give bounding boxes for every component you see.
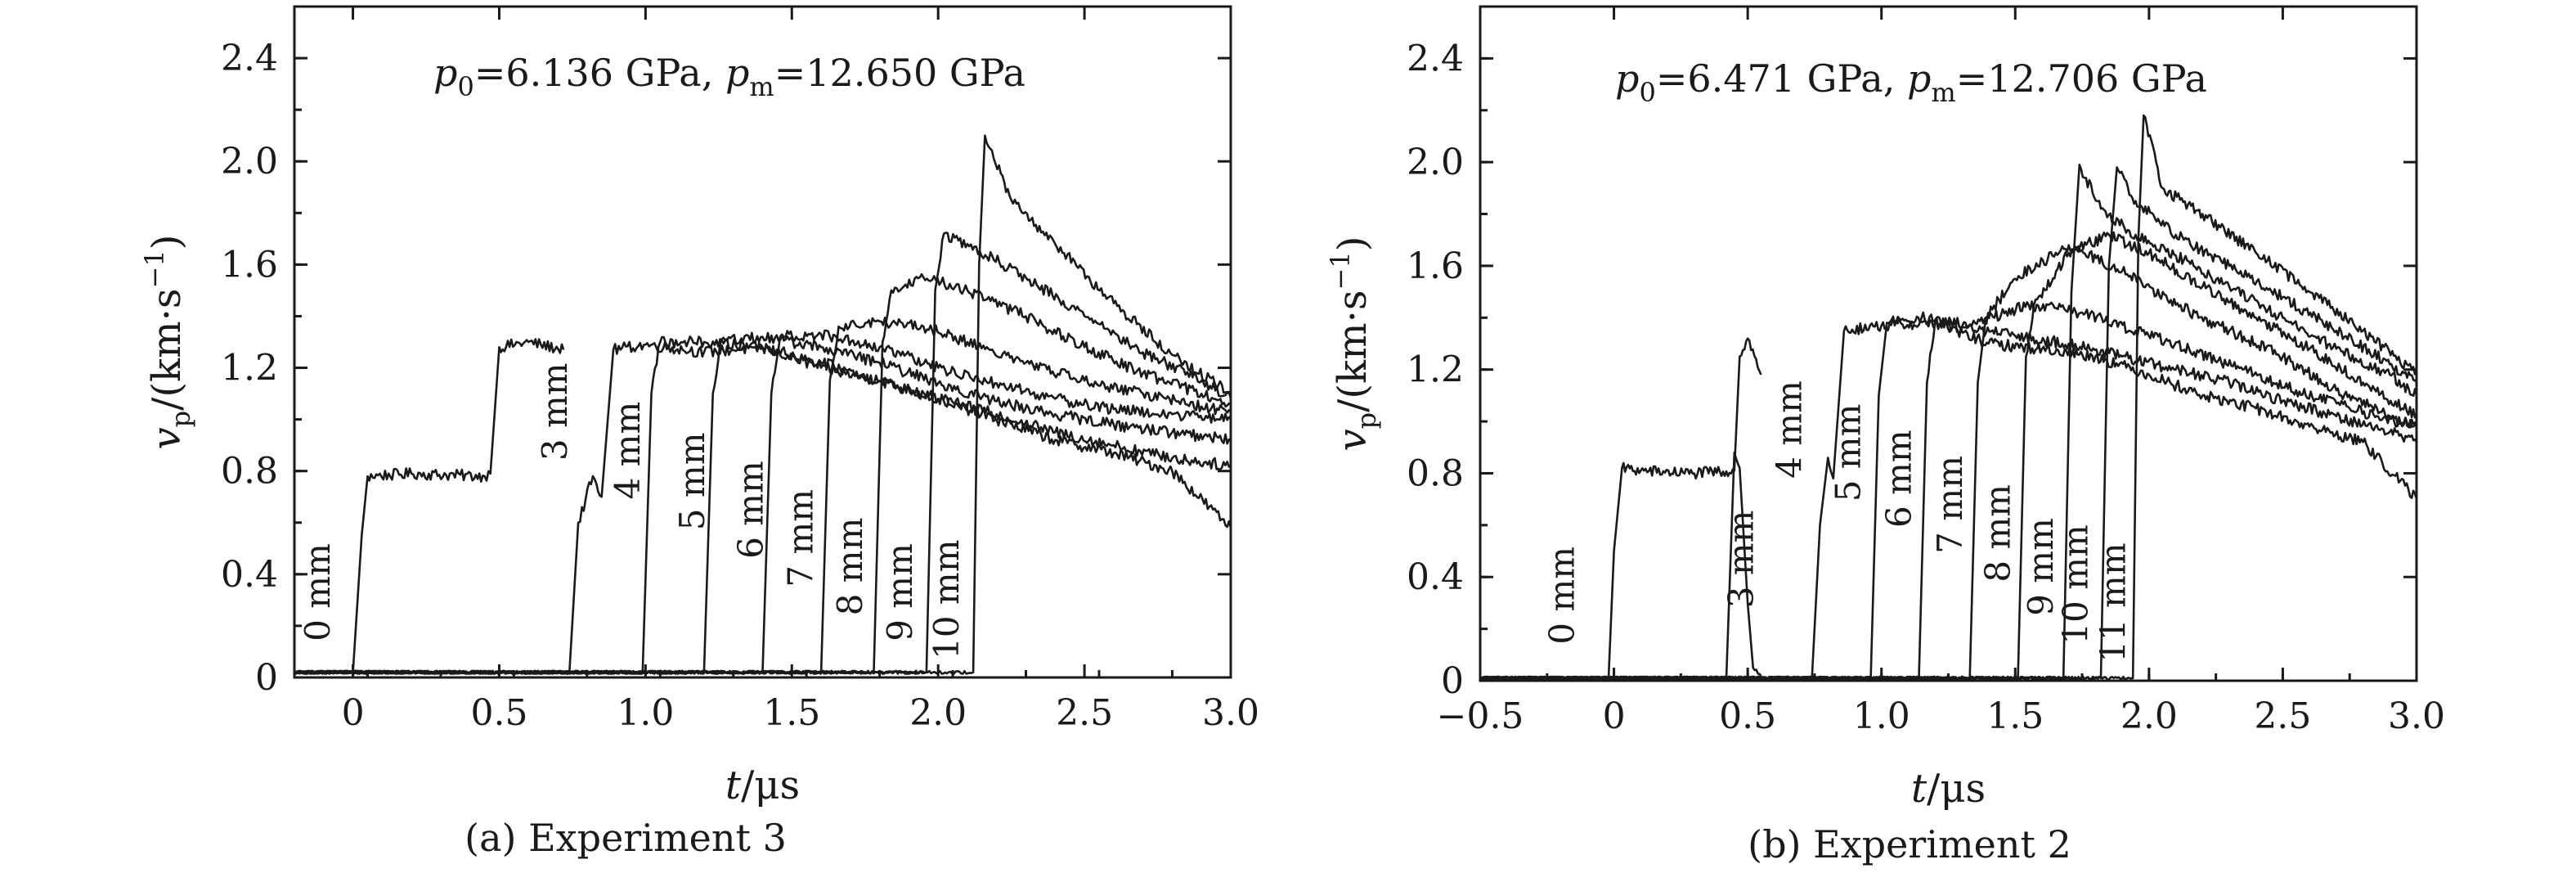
p0-subscript: 0 xyxy=(1639,77,1655,108)
x-tick-label: 1.5 xyxy=(1986,695,2044,737)
series-line-9mm xyxy=(294,232,1232,675)
y-axis-symbol: v xyxy=(1330,429,1376,451)
gauge-label: 4 mm xyxy=(608,402,648,500)
y-axis-subscript: p xyxy=(1351,412,1382,429)
x-tick-label: 0.5 xyxy=(1719,695,1776,737)
y-axis-label: vp/(km·s−1) xyxy=(1325,236,1382,452)
gauge-label: 8 mm xyxy=(1978,484,2018,583)
x-tick-label: 2.5 xyxy=(2254,695,2311,737)
x-axis-label: t/μs xyxy=(1911,766,1986,812)
x-axis-unit: /μs xyxy=(1927,766,1986,812)
y-axis-unit-pre: /(km·s xyxy=(144,288,190,410)
series-line-10mm xyxy=(1479,166,2418,681)
y-tick-label: 2.4 xyxy=(1407,38,1464,79)
gauge-label: 10 mm xyxy=(927,539,967,659)
p0-value: =6.471 GPa, xyxy=(1656,56,1907,101)
pm-subscript: m xyxy=(749,71,774,102)
p0-subscript: 0 xyxy=(457,71,473,102)
y-tick-label: 2.4 xyxy=(221,38,278,79)
x-tick-label: 2.0 xyxy=(909,692,967,734)
series-line-11mm xyxy=(1479,114,2417,681)
x-tick-label: 1.5 xyxy=(763,692,820,734)
y-tick-label: 0 xyxy=(255,657,278,699)
x-axis-label: t/μs xyxy=(725,763,800,808)
gauge-label: 6 mm xyxy=(731,461,771,559)
gauge-label: 9 mm xyxy=(2021,518,2061,616)
y-axis-unit-pre: /(km·s xyxy=(1330,290,1376,412)
gauge-label: 7 mm xyxy=(1930,456,1970,554)
x-tick-label: 1.0 xyxy=(1853,695,1910,737)
x-tick-label: 0.5 xyxy=(470,692,527,734)
y-axis-unit-post: ) xyxy=(144,235,190,250)
y-tick-label: 1.2 xyxy=(221,348,278,389)
gauge-label: 11 mm xyxy=(2093,542,2133,662)
y-tick-label: 0.4 xyxy=(221,554,278,596)
y-tick-label: 1.6 xyxy=(221,244,278,286)
y-tick-label: 0.8 xyxy=(1407,452,1464,494)
gauge-label: 5 mm xyxy=(672,432,712,530)
gauge-label: 5 mm xyxy=(1829,404,1869,502)
pm-symbol: p xyxy=(1907,56,1931,101)
pm-value: =12.706 GPa xyxy=(1956,56,2207,101)
pressure-annotation: p0=6.471 GPa, pm=12.706 GPa xyxy=(1615,56,2207,108)
y-axis-symbol: v xyxy=(144,427,190,449)
panel-caption: (b) Experiment 2 xyxy=(1748,822,2071,866)
x-tick-label: 1.0 xyxy=(617,692,674,734)
gauge-label: 9 mm xyxy=(880,543,920,641)
pm-subscript: m xyxy=(1931,77,1955,108)
x-axis-unit: /μs xyxy=(741,763,800,808)
series-line-0mm xyxy=(1479,337,1762,681)
x-tick-label: 0 xyxy=(342,692,365,734)
pm-value: =12.650 GPa xyxy=(774,51,1025,95)
plot-frame xyxy=(293,5,1232,679)
x-tick-label: 2.5 xyxy=(1056,692,1113,734)
y-axis-unit-post: ) xyxy=(1330,236,1376,252)
pressure-annotation: p0=6.136 GPa, pm=12.650 GPa xyxy=(433,51,1025,102)
y-axis-label: vp/(km·s−1) xyxy=(139,235,196,450)
p0-symbol: p xyxy=(1615,56,1639,101)
x-tick-label: 3.0 xyxy=(1202,692,1259,734)
gauge-label: 8 mm xyxy=(830,518,870,616)
series-line-9mm xyxy=(1479,164,2418,681)
x-axis-symbol: t xyxy=(1911,766,1928,812)
gauge-label: 0 mm xyxy=(1542,547,1582,645)
x-tick-label: −0.5 xyxy=(1437,695,1524,737)
y-tick-label: 2.0 xyxy=(221,141,278,182)
series-line-10mm xyxy=(294,134,1232,675)
y-axis-subscript: p xyxy=(165,411,196,427)
x-tick-label: 2.0 xyxy=(2120,695,2178,737)
gauge-label: 0 mm xyxy=(298,543,338,641)
x-tick-label: 0 xyxy=(1603,695,1626,737)
panel-b: −0.5 0 0.5 1.0 1.5 2.0 2.5 3.000.40.81.21.62.02… xyxy=(1325,5,2445,866)
gauge-label: 4 mm xyxy=(1770,380,1810,479)
y-tick-label: 1.2 xyxy=(1407,349,1464,391)
y-tick-label: 0 xyxy=(1441,660,1464,702)
panel-caption: (a) Experiment 3 xyxy=(464,816,787,860)
pm-symbol: p xyxy=(725,51,749,95)
gauge-label: 3 mm xyxy=(535,362,575,461)
x-tick-label: 3.0 xyxy=(2388,695,2445,737)
gauge-label: 10 mm xyxy=(2056,524,2096,644)
y-tick-label: 1.6 xyxy=(1407,245,1464,287)
gauge-label: 3 mm xyxy=(1721,511,1761,609)
y-tick-label: 0.8 xyxy=(221,451,278,493)
y-tick-label: 0.4 xyxy=(1407,556,1464,598)
p0-symbol: p xyxy=(433,51,457,95)
panel-a: 0 0.5 1.0 1.5 2.0 2.5 3.0 0 0.4 0.8 1.2 1.6 2.0 2.4 0 … xyxy=(139,5,1259,860)
gauge-label: 6 mm xyxy=(1879,430,1919,528)
y-tick-label: 2.0 xyxy=(1407,142,1464,183)
gauge-label: 7 mm xyxy=(780,489,820,587)
x-axis-symbol: t xyxy=(725,763,742,808)
y-axis-unit-sup: −1 xyxy=(1325,251,1356,290)
p0-value: =6.136 GPa, xyxy=(474,51,725,95)
y-axis-unit-sup: −1 xyxy=(139,250,170,288)
